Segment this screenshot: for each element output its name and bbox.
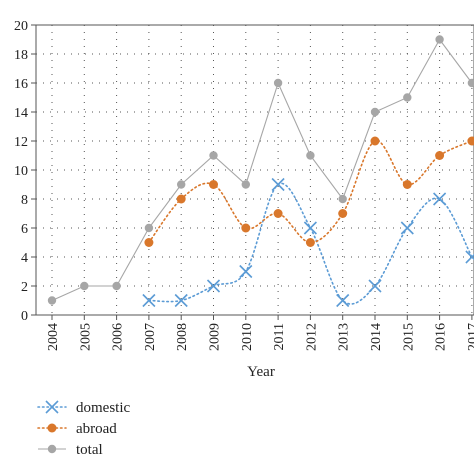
abroad-data-point [176,194,186,204]
total-series-line [51,38,473,302]
abroad-data-point [467,136,474,146]
legend: domestic abroad total [37,400,130,458]
total-data-point [177,180,186,189]
total-data-point [435,35,444,44]
legend-label: domestic [76,400,130,416]
total-data-point [467,78,474,88]
abroad-data-point [144,238,154,247]
abroad-data-point [209,180,218,189]
total-data-point [47,296,57,305]
legend-item-total: total [38,442,103,458]
y-tick-label: 10 [14,164,28,179]
y-tick-label: 20 [14,19,28,34]
abroad-data-point [273,209,283,218]
x-axis-title: Year [247,364,275,380]
legend-item-domestic: domestic [37,400,130,416]
total-data-point [112,281,121,291]
x-tick-label: 2010 [240,323,255,351]
domestic-data-point [271,177,285,192]
x-tick-label: 2008 [175,323,190,351]
abroad-data-point [402,180,412,189]
total-data-point [273,78,283,88]
y-tick-label: 16 [14,77,28,92]
y-tick-label: 2 [21,280,28,295]
domestic-data-point [303,221,317,235]
domestic-data-point [142,293,156,308]
total-data-point [370,107,380,117]
total-data-point [144,223,154,233]
legend-marker [45,400,59,414]
x-tick-label: 2016 [434,323,449,351]
x-tick-label: 2013 [337,323,352,351]
y-tick-label: 4 [21,251,28,266]
domestic-data-point [433,192,447,206]
total-data-point [306,151,315,160]
legend-label: total [76,442,103,458]
series-markers [47,35,474,308]
domestic-data-point [400,221,414,235]
abroad-data-point [370,136,380,146]
x-tick-label: 2005 [78,323,93,351]
x-tick-label: 2012 [304,323,319,351]
y-tick-label: 8 [21,193,28,208]
x-axis-ticks: 2004 2005 2006 2007 2008 2009 2010 2011 2012 2013… [46,315,474,351]
y-axis-ticks: 0 2 4 6 8 10 12 14 16 18 20 [14,19,36,324]
x-tick-label: 2017 [466,323,474,351]
total-data-point [403,93,412,102]
domestic-data-point [174,293,188,308]
y-tick-label: 0 [21,309,28,324]
abroad-data-point [435,151,445,160]
total-data-point [241,180,250,189]
x-tick-label: 2006 [111,323,126,351]
domestic-data-point [368,279,382,293]
y-tick-label: 6 [21,222,28,237]
x-tick-label: 2007 [143,323,158,351]
legend-item-abroad: abroad [37,421,117,437]
y-tick-label: 18 [14,48,28,63]
abroad-data-point [305,238,315,247]
y-tick-label: 14 [14,106,28,121]
domestic-data-point [336,293,350,308]
abroad-data-point [241,223,251,233]
x-tick-label: 2014 [369,323,384,351]
legend-marker [47,444,57,454]
domestic-data-point [465,250,474,264]
total-data-point [338,194,347,204]
legend-label: abroad [76,421,117,437]
x-tick-label: 2004 [46,323,61,351]
plot-area [35,24,474,316]
total-data-point [209,151,218,160]
abroad-data-point [338,209,348,218]
y-tick-label: 12 [14,135,28,150]
total-data-point [80,281,89,291]
x-tick-label: 2015 [401,323,416,351]
legend-marker [47,423,57,433]
x-tick-label: 2011 [272,323,287,350]
x-tick-label: 2009 [208,323,223,351]
domestic-data-point [206,279,221,293]
domestic-data-point [239,264,253,279]
